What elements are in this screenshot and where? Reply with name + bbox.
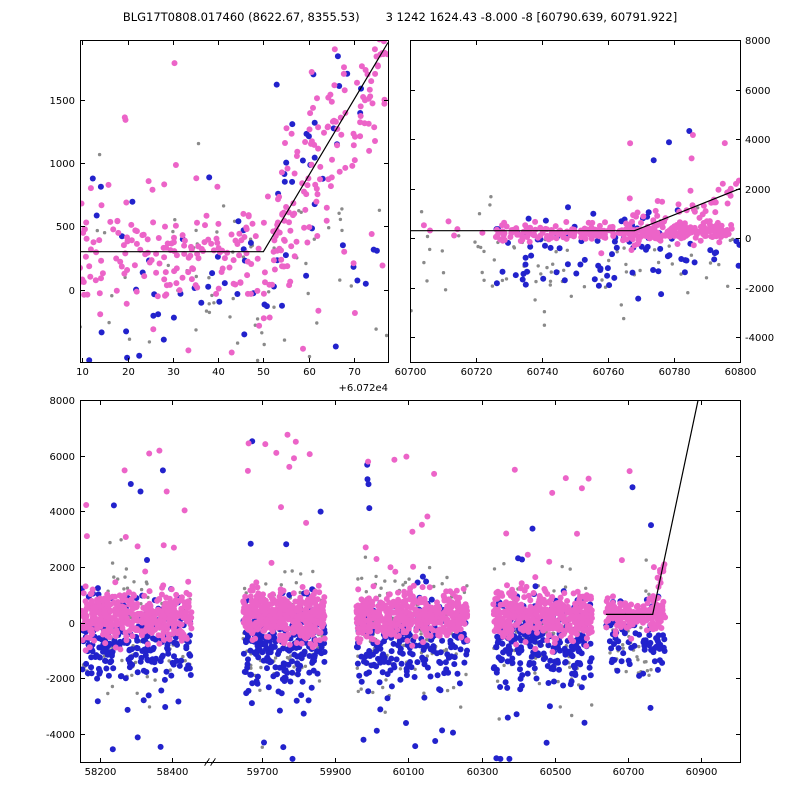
svg-text:0: 0 xyxy=(69,286,75,297)
axis-offset-label: +6.072e4 xyxy=(338,383,388,394)
season-panel-model-line xyxy=(410,188,740,232)
svg-text:60: 60 xyxy=(303,367,316,378)
svg-text:-4000: -4000 xyxy=(46,730,75,741)
zoom-panel-ticks xyxy=(81,41,388,362)
scatter-blue xyxy=(493,703,588,762)
scatter-pink xyxy=(490,574,595,655)
scatter-pink xyxy=(353,582,471,649)
scatter-pink xyxy=(244,431,313,566)
scatter-blue xyxy=(94,697,182,753)
zoom-panel-model-line xyxy=(80,42,388,253)
scatter-blue xyxy=(364,461,373,512)
svg-text:10: 10 xyxy=(76,367,89,378)
scatter-gray xyxy=(80,141,388,362)
baseline-panel-points xyxy=(80,431,669,762)
scatter-pink xyxy=(618,468,657,571)
scatter-blue xyxy=(110,467,166,563)
svg-text:2000: 2000 xyxy=(745,185,770,196)
scatter-pink xyxy=(555,219,726,242)
scatter-pink xyxy=(83,447,188,575)
svg-text:-4000: -4000 xyxy=(745,333,774,344)
svg-text:60700: 60700 xyxy=(613,767,645,778)
svg-text:59700: 59700 xyxy=(247,767,279,778)
baseline-panel-frame xyxy=(80,400,741,763)
scatter-blue xyxy=(248,697,307,762)
svg-text:60780: 60780 xyxy=(659,367,691,378)
figure-title: BLG17T0808.017460 (8622.67, 8355.53) 3 1… xyxy=(0,10,800,24)
svg-text:0: 0 xyxy=(69,619,75,630)
zoom-panel-tick-labels: 10 20 30 40 50 60 70 0 500 1000 1500 +6.072e4 xyxy=(50,96,388,394)
scatter-pink xyxy=(81,60,386,356)
svg-text:8000: 8000 xyxy=(50,396,75,407)
scatter-blue xyxy=(360,720,456,750)
scatter-pink xyxy=(362,453,438,575)
svg-text:1500: 1500 xyxy=(50,96,75,107)
svg-text:2000: 2000 xyxy=(50,563,75,574)
scatter-pink xyxy=(492,218,735,257)
season-panel-points xyxy=(410,128,740,327)
svg-text:60720: 60720 xyxy=(461,367,493,378)
scatter-pink xyxy=(603,593,669,642)
scatter-pink xyxy=(420,218,486,239)
svg-text:60740: 60740 xyxy=(527,367,559,378)
svg-text:60500: 60500 xyxy=(540,767,572,778)
season-panel-frame xyxy=(410,40,741,363)
season-panel-ticks xyxy=(410,40,741,362)
svg-text:59900: 59900 xyxy=(320,767,352,778)
baseline-panel-tick-labels: 58200 58400 59700 59900 60100 60300 60500 60700… xyxy=(46,396,717,778)
svg-text:8000: 8000 xyxy=(745,36,770,47)
title-fit-params: 3 1242 1624.43 -8.000 -8 [60790.639, 607… xyxy=(385,10,678,24)
scatter-blue xyxy=(247,438,324,548)
svg-text:60100: 60100 xyxy=(393,767,425,778)
svg-text:70: 70 xyxy=(348,367,361,378)
svg-text:-2000: -2000 xyxy=(745,284,774,295)
svg-text:50: 50 xyxy=(257,367,270,378)
svg-text:4000: 4000 xyxy=(50,507,75,518)
svg-text:60760: 60760 xyxy=(593,367,625,378)
svg-text:500: 500 xyxy=(56,222,75,233)
scatter-blue xyxy=(629,484,654,529)
zoom-panel-points xyxy=(80,40,388,362)
scatter-blue xyxy=(515,525,536,563)
scatter-pink xyxy=(626,132,728,202)
scatter-pink xyxy=(80,175,298,321)
svg-text:1000: 1000 xyxy=(50,159,75,170)
svg-text:40: 40 xyxy=(212,367,225,378)
zoom-panel-frame xyxy=(80,40,389,363)
svg-text:30: 30 xyxy=(167,367,180,378)
scatter-blue xyxy=(650,128,693,164)
scatter-pink xyxy=(240,579,328,651)
svg-text:58200: 58200 xyxy=(85,767,117,778)
scatter-pink xyxy=(80,578,195,654)
svg-text:0: 0 xyxy=(745,234,751,245)
svg-text:6000: 6000 xyxy=(745,86,770,97)
baseline-panel-model-line xyxy=(605,400,699,615)
svg-text:60800: 60800 xyxy=(725,367,757,378)
svg-text:60900: 60900 xyxy=(686,767,718,778)
svg-text:6000: 6000 xyxy=(50,452,75,463)
svg-text:-2000: -2000 xyxy=(46,674,75,685)
season-panel-tick-labels: 60700 60720 60740 60760 60780 60800 -4000 -2000… xyxy=(395,36,774,378)
baseline-panel-ticks xyxy=(81,400,740,766)
scatter-pink xyxy=(628,177,740,253)
svg-text:4000: 4000 xyxy=(745,135,770,146)
svg-text:60700: 60700 xyxy=(395,367,427,378)
svg-text:58400: 58400 xyxy=(157,767,189,778)
svg-text:20: 20 xyxy=(122,367,135,378)
svg-text:60300: 60300 xyxy=(467,767,499,778)
scatter-pink xyxy=(503,466,592,565)
title-object-id: BLG17T0808.017460 (8622.67, 8355.53) xyxy=(122,10,360,24)
